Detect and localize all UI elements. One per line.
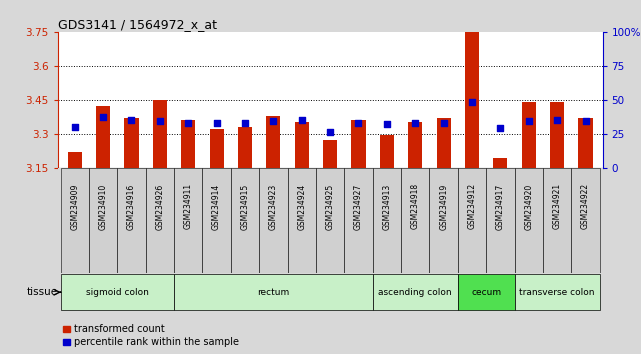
Bar: [259, 167, 288, 273]
Bar: [266, 115, 281, 167]
Point: [580, 119, 590, 124]
Bar: [238, 127, 252, 167]
Text: tissue: tissue: [27, 287, 58, 297]
Point: [268, 119, 278, 124]
Bar: [515, 167, 543, 273]
Point: [353, 120, 363, 126]
Bar: [60, 274, 174, 310]
Text: sigmoid colon: sigmoid colon: [86, 288, 149, 297]
Bar: [372, 167, 401, 273]
Bar: [295, 122, 309, 167]
Bar: [146, 167, 174, 273]
Text: GDS3141 / 1564972_x_at: GDS3141 / 1564972_x_at: [58, 18, 217, 31]
Point: [240, 120, 250, 126]
Text: GSM234916: GSM234916: [127, 183, 136, 229]
Text: rectum: rectum: [257, 288, 290, 297]
Bar: [515, 274, 600, 310]
Point: [467, 99, 477, 105]
Text: ascending colon: ascending colon: [378, 288, 452, 297]
Bar: [408, 122, 422, 167]
Bar: [578, 118, 593, 167]
Text: GSM234917: GSM234917: [496, 183, 505, 229]
Text: GSM234920: GSM234920: [524, 183, 533, 229]
Text: cecum: cecum: [471, 288, 501, 297]
Point: [325, 130, 335, 135]
Point: [98, 114, 108, 120]
Bar: [231, 167, 259, 273]
Point: [382, 121, 392, 127]
Text: GSM234925: GSM234925: [326, 183, 335, 229]
Text: GSM234919: GSM234919: [439, 183, 448, 229]
Bar: [124, 118, 138, 167]
Bar: [401, 167, 429, 273]
Bar: [316, 167, 344, 273]
Bar: [571, 167, 600, 273]
Bar: [323, 141, 337, 167]
Bar: [522, 102, 536, 167]
Point: [552, 117, 562, 123]
Text: GSM234913: GSM234913: [383, 183, 392, 229]
Bar: [89, 167, 117, 273]
Bar: [203, 167, 231, 273]
Bar: [67, 152, 82, 167]
Point: [212, 120, 222, 126]
Text: GSM234924: GSM234924: [297, 183, 306, 229]
Text: transverse colon: transverse colon: [519, 288, 595, 297]
Bar: [465, 32, 479, 167]
Bar: [429, 167, 458, 273]
Legend: transformed count, percentile rank within the sample: transformed count, percentile rank withi…: [63, 325, 239, 347]
Bar: [60, 167, 89, 273]
Text: GSM234911: GSM234911: [184, 183, 193, 229]
Point: [438, 120, 449, 126]
Bar: [550, 102, 564, 167]
Bar: [437, 118, 451, 167]
Bar: [486, 167, 515, 273]
Text: GSM234923: GSM234923: [269, 183, 278, 229]
Text: GSM234922: GSM234922: [581, 183, 590, 229]
Bar: [543, 167, 571, 273]
Point: [495, 125, 506, 131]
Bar: [96, 107, 110, 167]
Bar: [210, 129, 224, 167]
Text: GSM234918: GSM234918: [411, 183, 420, 229]
Point: [154, 119, 165, 124]
Text: GSM234921: GSM234921: [553, 183, 562, 229]
Bar: [372, 274, 458, 310]
Bar: [379, 135, 394, 167]
Point: [70, 124, 80, 130]
Bar: [153, 100, 167, 167]
Bar: [117, 167, 146, 273]
Bar: [458, 167, 486, 273]
Point: [183, 120, 194, 126]
Text: GSM234909: GSM234909: [71, 183, 79, 230]
Bar: [174, 274, 372, 310]
Text: GSM234927: GSM234927: [354, 183, 363, 229]
Text: GSM234914: GSM234914: [212, 183, 221, 229]
Bar: [351, 120, 365, 167]
Bar: [288, 167, 316, 273]
Point: [410, 120, 420, 126]
Bar: [344, 167, 372, 273]
Bar: [174, 167, 203, 273]
Text: GSM234910: GSM234910: [99, 183, 108, 229]
Point: [524, 119, 534, 124]
Bar: [494, 159, 508, 167]
Point: [126, 117, 137, 123]
Bar: [181, 120, 196, 167]
Point: [297, 117, 307, 123]
Bar: [458, 274, 515, 310]
Text: GSM234926: GSM234926: [155, 183, 164, 229]
Text: GSM234915: GSM234915: [240, 183, 249, 229]
Text: GSM234912: GSM234912: [467, 183, 476, 229]
